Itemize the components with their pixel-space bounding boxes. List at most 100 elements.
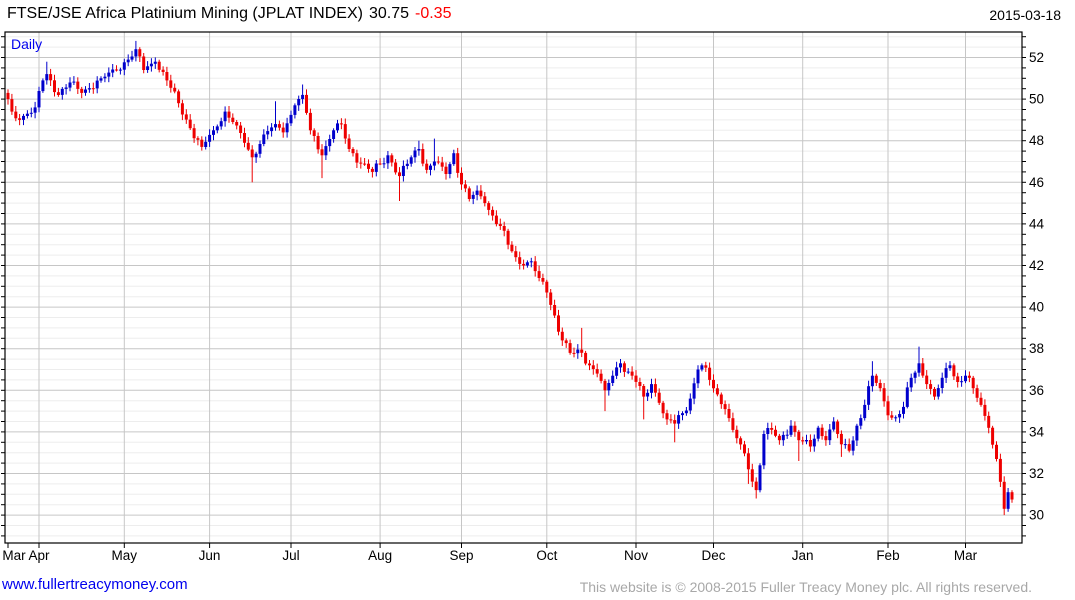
candle xyxy=(688,393,692,415)
candle xyxy=(429,163,432,176)
candle xyxy=(836,419,840,439)
candle xyxy=(619,359,622,373)
candle xyxy=(557,309,560,336)
candle xyxy=(514,245,518,262)
candle xyxy=(975,384,979,403)
candle xyxy=(584,350,588,366)
candle xyxy=(595,363,599,378)
candle xyxy=(53,74,56,97)
candle xyxy=(29,107,33,118)
candle xyxy=(320,144,324,179)
candle xyxy=(886,395,890,421)
candle xyxy=(277,120,281,131)
candle xyxy=(960,376,964,387)
candle xyxy=(440,156,444,171)
candle xyxy=(909,373,913,392)
candle xyxy=(839,430,843,457)
candle xyxy=(816,425,820,442)
y-axis-label: 38 xyxy=(1029,341,1044,356)
candle xyxy=(359,157,363,169)
candle xyxy=(572,347,576,358)
candle xyxy=(196,136,200,146)
candle xyxy=(518,251,522,270)
candle xyxy=(576,344,580,359)
chart-title: FTSE/JSE Africa Platinium Mining (JPLAT … xyxy=(7,5,451,23)
candle xyxy=(843,438,847,449)
candle xyxy=(401,160,405,182)
candle xyxy=(991,425,995,449)
month-label: Feb xyxy=(876,548,899,563)
candle xyxy=(293,103,297,119)
candle xyxy=(599,369,603,384)
candle xyxy=(498,218,502,230)
candle xyxy=(99,76,103,83)
candle xyxy=(467,186,471,202)
candle xyxy=(169,74,173,93)
candle xyxy=(343,118,347,144)
grid-layer xyxy=(5,32,1022,543)
candle xyxy=(541,273,545,285)
candle xyxy=(898,410,902,423)
candle xyxy=(615,361,619,379)
candle xyxy=(905,381,909,409)
candle xyxy=(650,378,653,399)
y-axis-label: 50 xyxy=(1029,92,1044,107)
candle xyxy=(87,83,91,93)
month-label: Sep xyxy=(450,548,474,563)
candle xyxy=(607,379,611,396)
month-label: Oct xyxy=(536,548,557,563)
candle xyxy=(157,59,161,73)
candle xyxy=(223,106,227,127)
candle xyxy=(305,89,308,115)
candle xyxy=(754,477,758,499)
candle xyxy=(417,140,421,156)
candle xyxy=(351,147,355,157)
candle xyxy=(820,424,824,440)
y-axis-label: 48 xyxy=(1029,133,1044,148)
candle xyxy=(192,123,196,143)
candle xyxy=(421,143,425,167)
website-link[interactable]: www.fullertreacymoney.com xyxy=(2,576,188,593)
candle xyxy=(115,65,118,72)
candle xyxy=(735,425,739,444)
candle xyxy=(890,411,894,420)
candle xyxy=(60,87,64,100)
candle xyxy=(394,159,398,175)
candle xyxy=(475,185,479,201)
month-label: Jan xyxy=(792,548,814,563)
candle xyxy=(553,299,557,318)
candle xyxy=(254,151,258,163)
candle xyxy=(444,162,448,180)
candle xyxy=(824,430,828,446)
candle xyxy=(917,346,921,377)
candle xyxy=(138,47,142,62)
candles-layer xyxy=(6,40,1014,516)
candle xyxy=(494,210,498,227)
candle xyxy=(944,362,948,383)
candle xyxy=(882,383,886,407)
candle xyxy=(80,86,84,99)
candle xyxy=(719,392,723,409)
candle xyxy=(793,421,797,437)
candle xyxy=(118,67,122,75)
candle xyxy=(448,162,452,179)
candle xyxy=(95,76,99,94)
candle xyxy=(235,120,239,130)
candle xyxy=(805,434,808,445)
candle xyxy=(781,431,785,446)
candle xyxy=(634,370,638,388)
candle xyxy=(739,436,743,450)
candle xyxy=(103,73,107,83)
candle xyxy=(239,122,243,139)
candle xyxy=(14,106,18,122)
candle xyxy=(525,260,529,268)
last-price: 30.75 xyxy=(368,5,409,22)
candle xyxy=(258,140,262,158)
month-label: May xyxy=(112,548,138,563)
candle xyxy=(750,463,754,488)
candle xyxy=(622,361,626,377)
candle xyxy=(487,201,491,216)
candle xyxy=(797,429,801,461)
candle xyxy=(611,370,615,386)
